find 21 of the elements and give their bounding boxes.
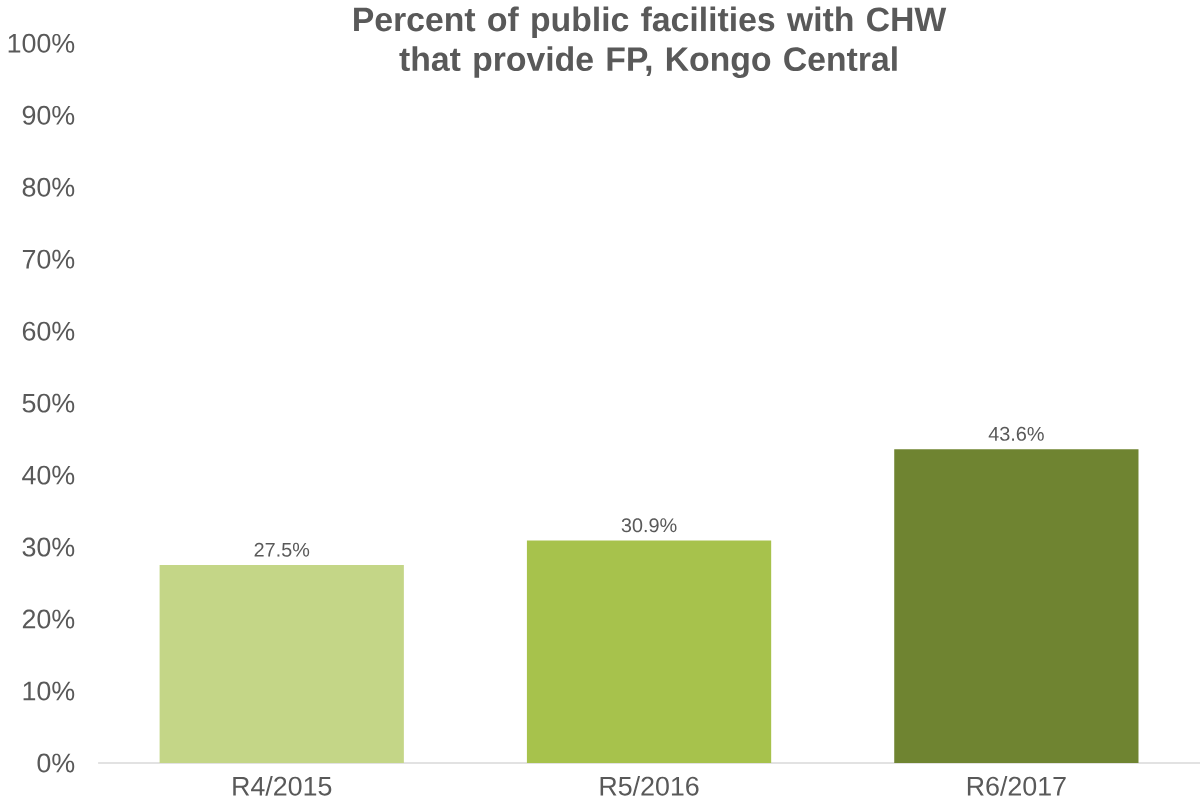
y-tick-label: 10% (23, 681, 75, 701)
y-tick-label: 90% (22, 105, 75, 125)
bar (894, 449, 1139, 764)
data-label: 27.5% (254, 542, 310, 557)
bar (526, 540, 772, 764)
y-tick-label: 20% (22, 609, 75, 629)
data-label: 30.9% (621, 518, 677, 533)
y-tick-label: 30% (22, 537, 75, 557)
y-tick-label: 70% (22, 249, 75, 269)
bar (159, 565, 404, 764)
chart-title: Percent of public facilities with CHW that provide FP, Kongo Central (354, 6, 947, 79)
y-tick-label: 60% (22, 321, 75, 341)
x-tick-label: R5/2016 (600, 776, 699, 796)
y-tick-label: 80% (22, 177, 75, 197)
y-tick-label: 40% (22, 465, 75, 485)
data-label: 43.6% (988, 426, 1044, 442)
x-tick-label: R4/2015 (233, 776, 332, 796)
y-tick-label: 0% (37, 753, 75, 773)
y-tick-label: 100% (8, 33, 75, 53)
x-tick-label: R6/2017 (967, 776, 1066, 796)
y-tick-label: 50% (22, 393, 75, 413)
